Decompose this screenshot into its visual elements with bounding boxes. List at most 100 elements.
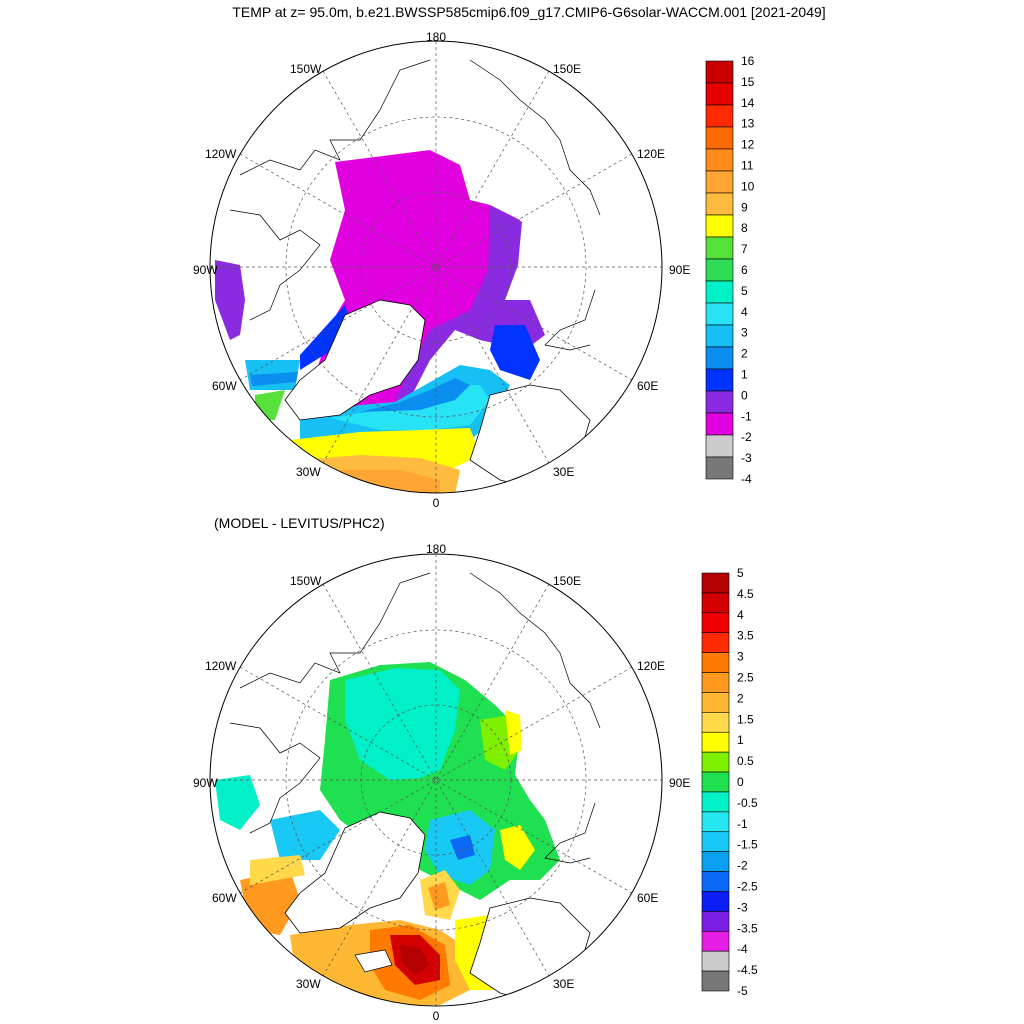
top-colorbar-tick-label: -4 — [741, 472, 752, 486]
bottom-colorbar-tick-label: -2.5 — [737, 880, 758, 894]
bottom-label-90w: 90W — [193, 776, 218, 790]
bottom-label-30e: 30E — [553, 977, 574, 991]
top-colorbar-swatch — [705, 104, 734, 128]
bottom-colorbar-swatch — [701, 851, 730, 872]
top-colorbar-tick-label: 9 — [741, 200, 748, 214]
bottom-colorbar-swatch — [701, 911, 730, 932]
bottom-colorbar-tick-label: 4 — [737, 608, 744, 622]
top-colorbar-swatch — [705, 148, 734, 172]
top-label-60w: 60W — [212, 379, 237, 393]
top-colorbar-swatch — [705, 60, 734, 84]
bottom-colorbar-swatch — [701, 751, 730, 773]
top-colorbar-swatch — [705, 368, 734, 392]
top-colorbar-tick-label: 14 — [741, 96, 755, 110]
top-colorbar-tick-label: 8 — [741, 221, 748, 235]
bottom-colorbar-swatch — [701, 771, 730, 793]
top-colorbar-swatch — [705, 346, 734, 370]
bottom-colorbar-swatch — [701, 592, 730, 614]
top-colorbar-tick-label: 6 — [741, 263, 748, 277]
bottom-colorbar-tick-label: -3.5 — [737, 921, 758, 935]
top-label-0: 0 — [433, 496, 440, 510]
top-colorbar-swatch — [705, 82, 734, 106]
top-field-0 — [300, 305, 350, 370]
top-colorbar-tick-label: 12 — [741, 138, 755, 152]
bottom-colorbar-swatch — [701, 612, 730, 634]
top-colorbar-swatch — [705, 258, 734, 282]
top-colorbar-swatch — [705, 214, 734, 238]
bottom-colorbar-tick-label: 0 — [737, 775, 744, 789]
bottom-label-60w: 60W — [212, 891, 237, 905]
top-colorbar-swatch — [705, 456, 734, 480]
top-colorbar-swatch — [705, 324, 734, 348]
bottom-colorbar-swatch — [701, 930, 730, 952]
top-label-60e: 60E — [637, 379, 658, 393]
top-map: 180 0 90W 90E 150W 120W 150E 120E 60W 30… — [193, 30, 690, 510]
top-label-30w: 30W — [296, 465, 321, 479]
top-colorbar-swatch — [705, 434, 734, 458]
bottom-colorbar-tick-label: -1 — [737, 817, 748, 831]
bottom-colorbar-swatch — [701, 712, 730, 733]
top-colorbar-swatch — [705, 236, 734, 260]
top-colorbar-tick-label: 4 — [741, 305, 748, 319]
bottom-colorbar-swatch — [701, 831, 730, 852]
bottom-colorbar-swatch — [701, 871, 730, 892]
bottom-label-150w: 150W — [290, 574, 322, 588]
bottom-colorbar-swatch — [701, 632, 730, 653]
bottom-label-120e: 120E — [637, 659, 665, 673]
top-label-120e: 120E — [637, 147, 665, 161]
top-colorbar-tick-label: -3 — [741, 451, 752, 465]
bottom-colorbar-tick-label: 2.5 — [737, 671, 754, 685]
bottom-colorbar-tick-label: 2 — [737, 691, 744, 705]
top-colorbar-tick-label: 0 — [741, 388, 748, 402]
bottom-colorbar-swatch — [701, 731, 730, 753]
bottom-label-30w: 30W — [296, 977, 321, 991]
bottom-label-150e: 150E — [553, 574, 581, 588]
top-field-minus1 — [395, 205, 545, 400]
bottom-colorbar-swatch — [701, 891, 730, 912]
top-colorbar-tick-label: 2 — [741, 347, 748, 361]
bottom-colorbar-swatch — [701, 811, 730, 833]
bottom-greenland — [284, 811, 426, 934]
top-label-90e: 90E — [669, 263, 690, 277]
figure-title: TEMP at z= 95.0m, b.e21.BWSSP585cmip6.f0… — [232, 4, 825, 20]
bottom-colorbar-swatch — [701, 791, 730, 813]
top-colorbar-tick-label: 10 — [741, 179, 755, 193]
top-colorbar-tick-label: 5 — [741, 284, 748, 298]
bottom-colorbar: 5 4.5 4 3.5 3 2.5 2 1.5 1 0.5 0 -0.5 -1 -1.5 -2 -2.5 -3 -… — [701, 566, 758, 998]
top-colorbar-swatch — [705, 170, 734, 194]
bottom-colorbar-swatch — [701, 672, 730, 693]
top-colorbar-tick-label: 1 — [741, 368, 748, 382]
bottom-label-0: 0 — [433, 1009, 440, 1023]
bottom-colorbar-swatch — [701, 950, 730, 972]
bottom-colorbar-tick-label: -3 — [737, 900, 748, 914]
bottom-colorbar-tick-label: 3.5 — [737, 629, 754, 643]
top-colorbar-tick-label: 15 — [741, 75, 755, 89]
diff-title: (MODEL - LEVITUS/PHC2) — [214, 515, 385, 531]
bottom-colorbar-tick-label: -0.5 — [737, 796, 758, 810]
bottom-colorbar-tick-label: 3 — [737, 650, 744, 664]
top-label-90w: 90W — [193, 263, 218, 277]
top-colorbar-tick-label: 13 — [741, 117, 755, 131]
top-colorbar-swatch — [705, 192, 734, 216]
bottom-label-90e: 90E — [669, 776, 690, 790]
bottom-colorbar-tick-label: -1.5 — [737, 838, 758, 852]
bottom-field-minus05 — [345, 668, 460, 780]
bottom-map: 180 0 90W 90E 150W 120W 150E 120E 60W 30… — [193, 542, 690, 1023]
bottom-colorbar-tick-label: -2 — [737, 859, 748, 873]
bottom-colorbar-swatch — [701, 572, 730, 594]
top-colorbar-swatch — [705, 412, 734, 436]
bottom-colorbar-tick-label: 4.5 — [737, 587, 754, 601]
top-colorbar-swatch — [705, 302, 734, 326]
top-colorbar-tick-label: -1 — [741, 409, 752, 423]
top-label-30e: 30E — [553, 465, 574, 479]
bottom-label-180: 180 — [426, 542, 446, 556]
top-colorbar-swatch — [705, 280, 734, 304]
bottom-colorbar-tick-label: 5 — [737, 566, 744, 580]
top-label-150w: 150W — [290, 62, 322, 76]
top-colorbar-swatch — [705, 126, 734, 150]
bottom-colorbar-tick-label: 0.5 — [737, 754, 754, 768]
bottom-label-60e: 60E — [637, 891, 658, 905]
top-colorbar-tick-label: 3 — [741, 326, 748, 340]
